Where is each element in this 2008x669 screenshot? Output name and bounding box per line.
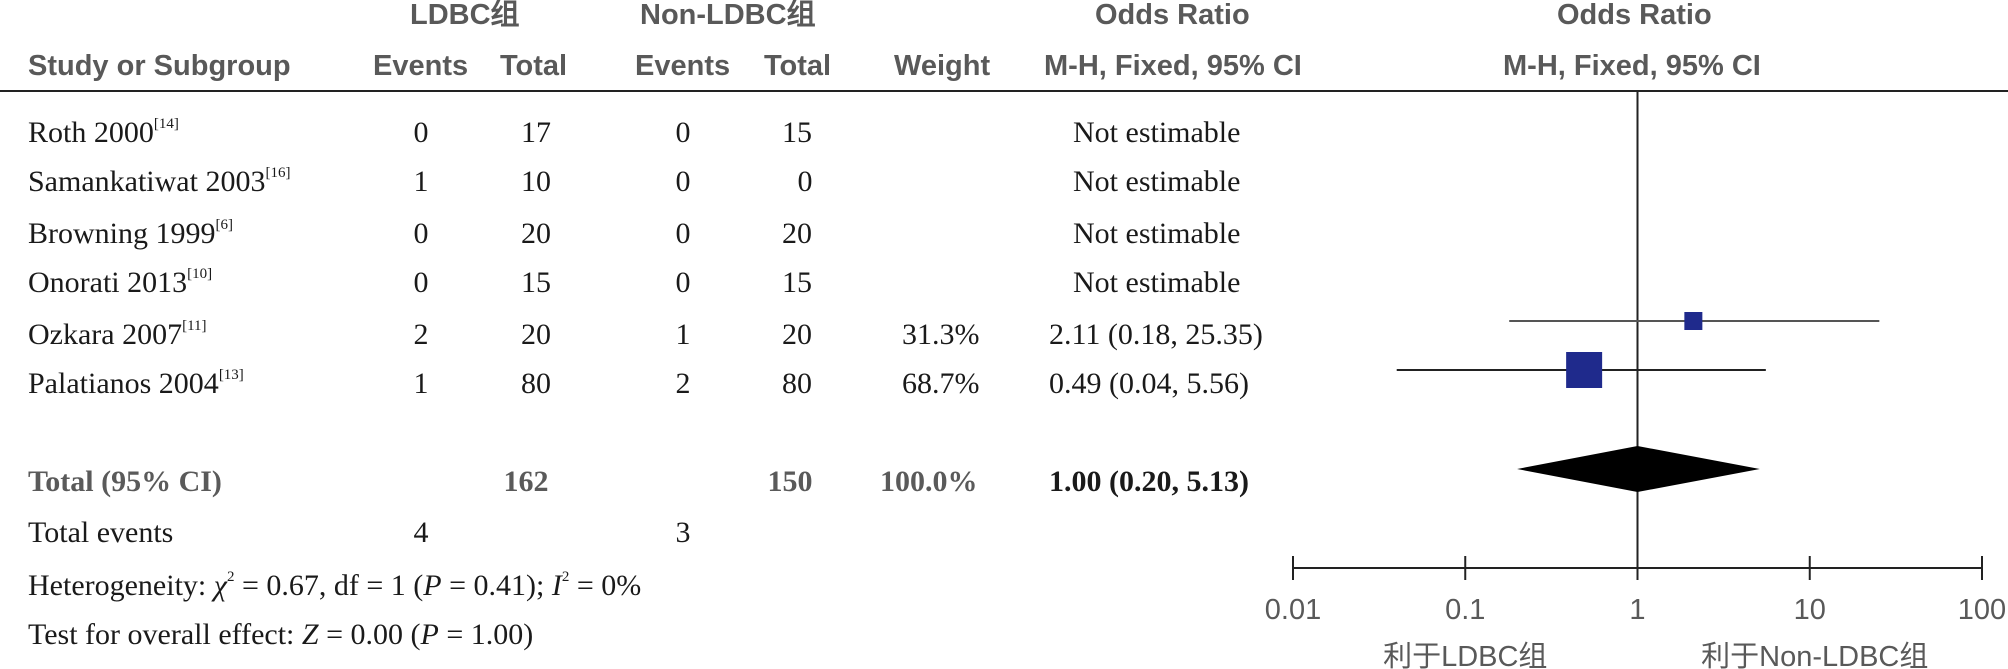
total-label: Total (95% CI) [28,465,222,498]
or-cell: Not estimable [1073,165,1241,198]
weight-column-header: Weight [894,50,991,82]
total1-cell: 80 [521,367,551,400]
plot-method-header: M-H, Fixed, 95% CI [1503,50,1761,82]
x-axis-tick-label: 0.1 [1445,594,1485,626]
pooled-diamond [1517,446,1760,492]
total1-cell: 20 [521,217,551,250]
total2-cell: 15 [782,266,812,299]
total2-cell: 150 [767,465,813,498]
favours-right-label: 利于Non-LDBC组 [1701,640,1928,669]
events2-cell: 0 [675,217,691,250]
events1-cell: 0 [413,266,429,299]
or-cell: 0.49 (0.04, 5.56) [1049,367,1249,400]
x-axis-tick-label: 100 [1958,594,2006,626]
total-weight-cell: 100.0% [880,465,978,498]
point-estimate-square [1684,312,1703,330]
events1-cell: 0 [413,116,429,149]
point-estimate-square [1566,352,1603,388]
weight-cell: 31.3% [902,318,980,351]
group1-header: LDBC组 [410,0,520,31]
study-name: Browning 1999[6] [28,217,233,250]
events1-cell: 0 [413,217,429,250]
x-axis-tick-label: 1 [1629,594,1645,626]
total1-cell: 17 [521,116,551,149]
study-name: Samankatiwat 2003[16] [28,165,291,198]
group2-header: Non-LDBC组 [640,0,816,31]
total-events2-cell: 3 [675,516,691,549]
weight-cell: 68.7% [902,367,980,400]
or-cell: 2.11 (0.18, 25.35) [1049,318,1263,351]
odds-ratio-header: Odds Ratio [1095,0,1250,31]
header-divider [0,90,2008,92]
total1-column-header: Total [500,50,568,82]
or-method-header: M-H, Fixed, 95% CI [1044,50,1302,82]
total1-cell: 15 [521,266,551,299]
events1-column-header: Events [373,50,469,82]
total1-cell: 10 [521,165,551,198]
total2-cell: 20 [782,217,812,250]
total2-cell: 0 [797,165,813,198]
total-or-cell: 1.00 (0.20, 5.13) [1049,465,1249,498]
events2-cell: 1 [675,318,691,351]
x-axis-tick-label: 0.01 [1265,594,1321,626]
total-events1-cell: 4 [413,516,429,549]
total2-cell: 20 [782,318,812,351]
x-axis-tick-label: 10 [1794,594,1826,626]
total2-cell: 15 [782,116,812,149]
events1-cell: 1 [413,367,429,400]
overall-effect-text: Test for overall effect: Z = 0.00 (P = 1… [28,618,534,651]
total-events-label: Total events [28,516,174,549]
plot-odds-ratio-header: Odds Ratio [1557,0,1712,31]
events2-cell: 0 [675,165,691,198]
study-name: Roth 2000[14] [28,116,179,149]
total2-cell: 80 [782,367,812,400]
events2-column-header: Events [635,50,731,82]
heterogeneity-text: Heterogeneity: χ2 = 0.67, df = 1 (P = 0.… [28,569,642,602]
total1-cell: 162 [503,465,549,498]
events2-cell: 0 [675,266,691,299]
events1-cell: 1 [413,165,429,198]
or-cell: Not estimable [1073,266,1241,299]
or-cell: Not estimable [1073,116,1241,149]
total1-cell: 20 [521,318,551,351]
or-cell: Not estimable [1073,217,1241,250]
total2-column-header: Total [764,50,832,82]
events2-cell: 2 [675,367,691,400]
study-name: Ozkara 2007[11] [28,318,207,351]
study-name: Palatianos 2004[13] [28,367,244,400]
events2-cell: 0 [675,116,691,149]
study-column-header: Study or Subgroup [28,50,291,82]
favours-left-label: 利于LDBC组 [1383,640,1547,669]
study-name: Onorati 2013[10] [28,266,213,299]
events1-cell: 2 [413,318,429,351]
